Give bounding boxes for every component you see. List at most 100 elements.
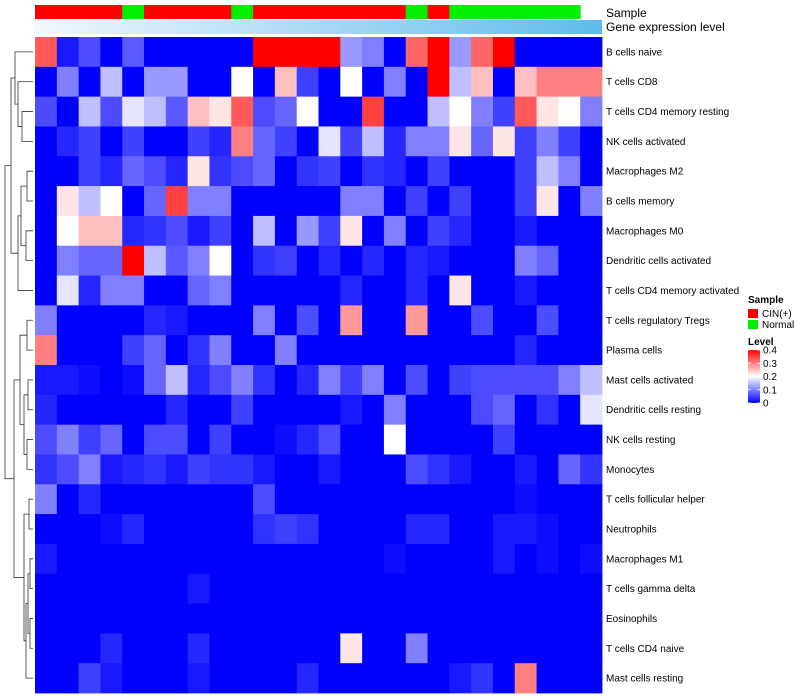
heatmap-cell (165, 215, 189, 247)
heatmap-cell (209, 603, 232, 634)
sample-group-block (449, 5, 581, 19)
heatmap-cell (362, 663, 385, 694)
heatmap-cell (558, 126, 581, 157)
heatmap-cell (253, 186, 276, 217)
heatmap-cell (122, 394, 145, 426)
heatmap-cell (558, 156, 581, 187)
heatmap-cell (514, 126, 537, 157)
heatmap-cell (492, 484, 516, 515)
sample-track-label: Sample (606, 6, 647, 20)
heatmap-cell (122, 126, 145, 157)
heatmap-cell (165, 37, 189, 68)
heatmap-cell (253, 37, 276, 68)
heatmap-cell (100, 275, 123, 306)
heatmap-cell (318, 245, 341, 276)
heatmap-cell (580, 543, 603, 575)
heatmap-cell (144, 543, 167, 575)
heatmap-cell (340, 245, 363, 276)
heatmap-cell (383, 156, 407, 187)
heatmap-cell (514, 96, 537, 127)
heatmap-cell (558, 514, 581, 545)
heatmap-cell (274, 305, 298, 336)
heatmap-cell (274, 424, 298, 455)
heatmap-cell (514, 603, 537, 634)
heatmap-cell (580, 66, 603, 98)
heatmap-cell (558, 394, 581, 426)
heatmap-cell (144, 484, 167, 515)
heatmap-cell (165, 96, 189, 127)
heatmap-cell (144, 37, 167, 68)
heatmap-cell (78, 603, 101, 634)
heatmap-cell (296, 305, 319, 336)
heatmap-cell (318, 514, 341, 545)
heatmap-cell (318, 335, 341, 366)
legend-label-normal: Normal (762, 320, 794, 331)
heatmap-cell (187, 573, 210, 604)
heatmap-cell (122, 37, 145, 68)
heatmap-cell (449, 186, 472, 217)
heatmap-cell (253, 96, 276, 127)
heatmap-cell (492, 245, 516, 276)
heatmap-cell (78, 305, 101, 336)
heatmap-cell (340, 394, 363, 426)
heatmap-cell (144, 126, 167, 157)
row-labels: B cells naive T cells CD8 T cells CD4 memo… (606, 47, 739, 684)
heatmap-cell (296, 96, 319, 127)
heatmap-cell (383, 484, 407, 515)
sample-group-block (122, 5, 145, 19)
heatmap-cell (405, 573, 428, 604)
heatmap-cell (187, 335, 210, 366)
heatmap-cell (405, 633, 428, 664)
heatmap-cell (100, 394, 123, 426)
heatmap-cell (253, 633, 276, 664)
heatmap-cell (405, 335, 428, 366)
heatmap-cell (56, 245, 80, 276)
heatmap-cell (274, 573, 298, 604)
heatmap-cell (340, 663, 363, 694)
heatmap-cell (144, 573, 167, 604)
heatmap-cell (296, 126, 319, 157)
heatmap-cell (187, 394, 210, 426)
heatmap-cell (187, 543, 210, 575)
heatmap-cell (78, 186, 101, 217)
heatmap-cell (253, 394, 276, 426)
heatmap-cell (35, 484, 58, 515)
heatmap-cell (318, 633, 341, 664)
heatmap-cell (427, 454, 450, 485)
heatmap-cell (274, 96, 298, 127)
heatmap-cell (78, 66, 101, 98)
heatmap-cell (56, 186, 80, 217)
heatmap-cell (253, 215, 276, 247)
heatmap-cell (209, 424, 232, 455)
heatmap-cell (536, 96, 559, 127)
heatmap-cell (100, 66, 123, 98)
heatmap-cell (253, 126, 276, 157)
heatmap-cell (405, 454, 428, 485)
heatmap-cell (231, 245, 254, 276)
heatmap-cell (580, 603, 603, 634)
heatmap-cell (209, 514, 232, 545)
heatmap-cell (187, 275, 210, 306)
heatmap-cell (383, 305, 407, 336)
heatmap-cell (274, 37, 298, 68)
heatmap-cell (492, 275, 516, 306)
heatmap-cell (492, 126, 516, 157)
heatmap-cell (209, 66, 232, 98)
heatmap-cell (231, 275, 254, 306)
heatmap-cell (580, 215, 603, 247)
row-label: NK cells resting (606, 435, 675, 446)
heatmap-cell (558, 245, 581, 276)
heatmap-cell (35, 66, 58, 98)
heatmap-cell (78, 394, 101, 426)
heatmap-cell (405, 245, 428, 276)
heatmap-cell (231, 305, 254, 336)
heatmap-cell (187, 484, 210, 515)
heatmap-cell (144, 424, 167, 455)
heatmap-cell (427, 37, 450, 68)
heatmap-cell (514, 156, 537, 187)
heatmap-cell (231, 484, 254, 515)
heatmap-cell (56, 275, 80, 306)
heatmap-cell (274, 663, 298, 694)
dendrogram-branch (29, 558, 33, 590)
heatmap-cell (318, 663, 341, 694)
